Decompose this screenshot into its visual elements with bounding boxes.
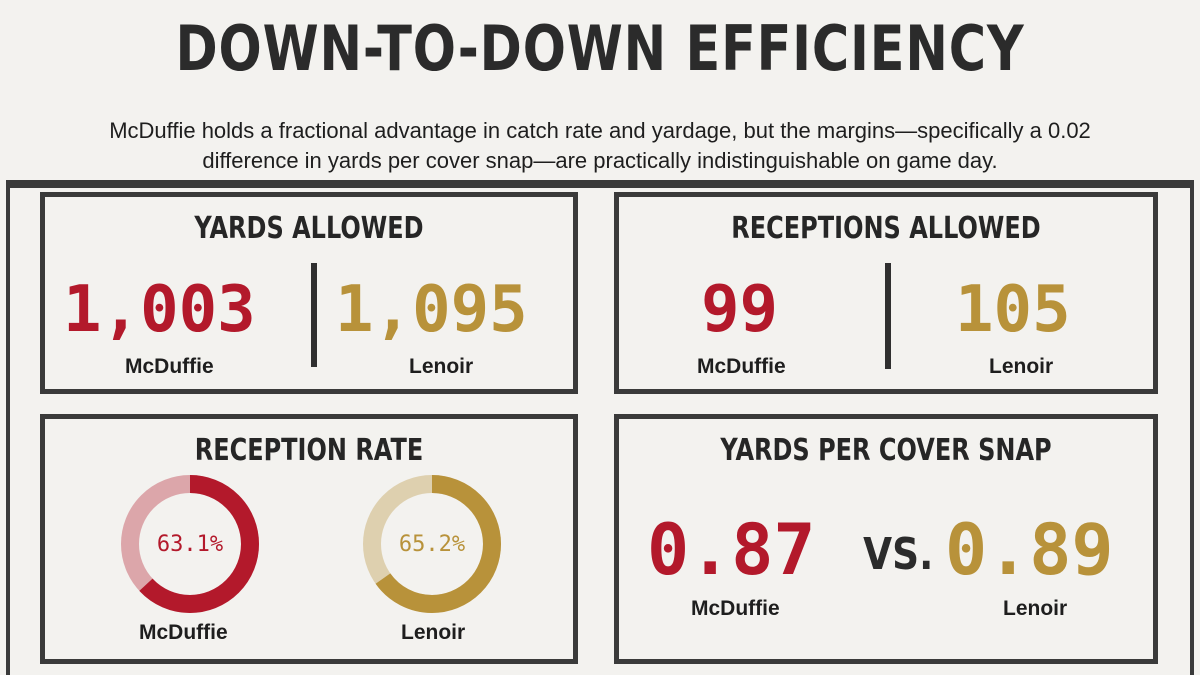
reception-rate-title: RECEPTION RATE xyxy=(194,433,424,468)
mcduffie-label: McDuffie xyxy=(697,355,786,378)
lenoir-label: Lenoir xyxy=(401,621,466,644)
mcduffie-rate-value: 63.1% xyxy=(156,531,224,557)
mcduffie-label: McDuffie xyxy=(139,621,228,644)
mcduffie-receptions-value: 99 xyxy=(701,273,779,347)
vertical-divider xyxy=(311,263,317,367)
top-divider xyxy=(6,180,1194,188)
receptions-allowed-title: RECEPTIONS ALLOWED xyxy=(731,211,1041,246)
yards-allowed-title: YARDS ALLOWED xyxy=(194,211,424,246)
receptions-allowed-panel: RECEPTIONS ALLOWED 99 105 McDuffie Lenoi… xyxy=(614,192,1158,394)
lenoir-ring-arc xyxy=(363,475,501,613)
mcduffie-label: McDuffie xyxy=(691,597,780,620)
lenoir-yards-allowed-value: 1,095 xyxy=(335,273,528,347)
reception-rate-panel: RECEPTION RATE 63.1% McDuffie 65.2% Leno… xyxy=(40,414,578,664)
mcduffie-ring-arc xyxy=(121,475,259,613)
mcduffie-rate-ring: 63.1% xyxy=(119,473,261,615)
vertical-divider xyxy=(885,263,891,369)
lenoir-label: Lenoir xyxy=(409,355,474,378)
mcduffie-ypcs-value: 0.87 xyxy=(647,509,816,591)
yards-per-cover-snap-panel: YARDS PER COVER SNAP 0.87 VS. 0.89 McDuf… xyxy=(614,414,1158,664)
yards-per-cover-snap-title: YARDS PER COVER SNAP xyxy=(720,433,1052,468)
lenoir-rate-value: 65.2% xyxy=(398,531,466,557)
right-border xyxy=(1190,184,1194,675)
page-title: DOWN-TO-DOWN EFFICIENCY xyxy=(175,12,1025,85)
mcduffie-label: McDuffie xyxy=(125,355,214,378)
left-border xyxy=(6,184,10,675)
lenoir-receptions-value: 105 xyxy=(955,273,1071,347)
page-subtitle: McDuffie holds a fractional advantage in… xyxy=(109,118,1091,173)
lenoir-rate-ring: 65.2% xyxy=(361,473,503,615)
lenoir-label: Lenoir xyxy=(1003,597,1068,620)
lenoir-label: Lenoir xyxy=(989,355,1054,378)
lenoir-ypcs-value: 0.89 xyxy=(945,509,1114,591)
yards-allowed-panel: YARDS ALLOWED 1,003 1,095 McDuffie Lenoi… xyxy=(40,192,578,394)
vs-label: VS. xyxy=(863,529,934,580)
mcduffie-yards-allowed-value: 1,003 xyxy=(63,273,256,347)
